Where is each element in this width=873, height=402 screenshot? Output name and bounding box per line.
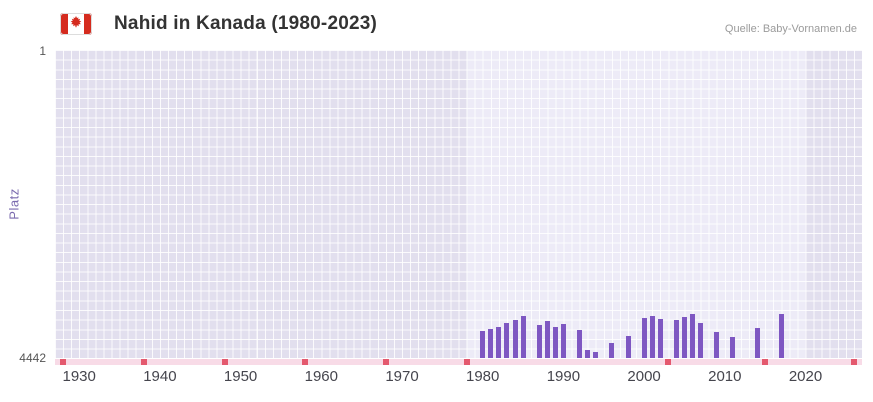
baseline-strip	[55, 359, 862, 365]
rank-bar-2006[interactable]	[690, 313, 695, 358]
unranked-marker-1948	[221, 359, 228, 365]
rank-bar-1984[interactable]	[512, 319, 518, 358]
rank-bar-1989[interactable]	[552, 326, 558, 358]
x-tick-2020: 2020	[788, 368, 823, 385]
canada-flag-icon	[60, 13, 92, 35]
rank-bar-2002[interactable]	[657, 319, 663, 358]
rank-bar-1983[interactable]	[504, 323, 510, 358]
rank-bar-1994[interactable]	[593, 351, 599, 358]
rank-bar-1998[interactable]	[625, 336, 631, 358]
unranked-marker-2003	[665, 359, 672, 365]
rank-bar-2009[interactable]	[714, 331, 720, 358]
rank-bar-1996[interactable]	[609, 343, 615, 358]
rank-bar-2001[interactable]	[649, 316, 655, 358]
x-tick-1980: 1980	[466, 368, 500, 385]
rank-bar-2005[interactable]	[682, 316, 687, 358]
chart-title: Nahid in Kanada (1980-2023)	[114, 13, 378, 34]
rank-bar-2011[interactable]	[730, 337, 736, 358]
rank-bar-2007[interactable]	[698, 323, 704, 358]
rank-bar-2004[interactable]	[673, 320, 679, 358]
unranked-marker-1968	[382, 359, 389, 365]
x-tick-2000: 2000	[627, 368, 661, 385]
x-tick-1970: 1970	[385, 368, 419, 385]
x-tick-1940: 1940	[143, 368, 177, 385]
rank-bar-2000[interactable]	[641, 317, 647, 358]
x-tick-2010: 2010	[708, 368, 742, 385]
rank-bar-1980[interactable]	[480, 330, 486, 358]
plot-area	[55, 50, 862, 365]
rank-bar-2014[interactable]	[754, 328, 760, 358]
x-tick-1950: 1950	[223, 368, 258, 385]
x-tick-1960: 1960	[304, 368, 338, 385]
rank-bar-2017[interactable]	[778, 314, 784, 358]
rank-bar-1992[interactable]	[577, 330, 583, 358]
rank-bar-1990[interactable]	[560, 323, 566, 358]
rank-bar-1988[interactable]	[544, 321, 550, 358]
unranked-marker-1958	[302, 359, 309, 365]
x-tick-1930: 1930	[62, 368, 96, 385]
x-tick-1990: 1990	[546, 368, 581, 385]
unranked-marker-2026	[850, 359, 857, 365]
unranked-marker-2015	[762, 359, 769, 365]
source-credit-link[interactable]: Quelle: Baby-Vornamen.de	[724, 23, 857, 35]
y-axis-tick-max: 1	[39, 44, 46, 58]
unranked-marker-1928	[60, 359, 67, 365]
rank-bar-1981[interactable]	[488, 328, 494, 358]
y-axis-tick-min: 4442	[19, 351, 46, 365]
unranked-marker-1978	[463, 359, 470, 365]
unranked-marker-1938	[140, 359, 147, 365]
rank-bar-1993[interactable]	[585, 349, 591, 358]
rank-bar-1985[interactable]	[520, 315, 526, 358]
rank-bar-1987[interactable]	[536, 324, 542, 358]
rank-bar-1982[interactable]	[496, 326, 502, 358]
